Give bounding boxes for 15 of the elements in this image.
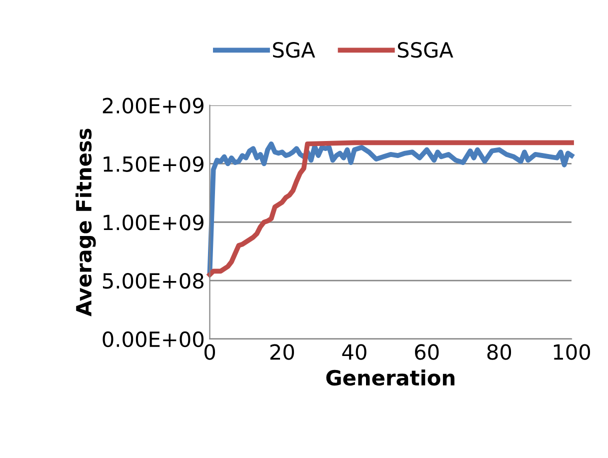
legend-label: SSGA (398, 42, 454, 58)
y-tick-label: 2.00E+09 (102, 98, 204, 114)
y-tick-label: 1.00E+09 (104, 214, 204, 230)
x-axis-title: Generation (326, 370, 454, 386)
y-tick-label: 5.00E+08 (102, 272, 204, 289)
legend-label: SGA (273, 42, 316, 58)
x-tick-label: 80 (487, 344, 512, 360)
x-tick-label: 20 (270, 344, 294, 360)
x-tick-label: 60 (415, 344, 439, 360)
y-tick-label: 1.50E+09 (104, 156, 204, 172)
x-tick-label: 0 (204, 344, 216, 360)
y-axis-title: Average Fitness (76, 128, 96, 316)
x-tick-label: 40 (342, 344, 366, 360)
y-tick-label: 0.00E+00 (102, 331, 204, 348)
x-tick-label: 100 (554, 344, 590, 360)
